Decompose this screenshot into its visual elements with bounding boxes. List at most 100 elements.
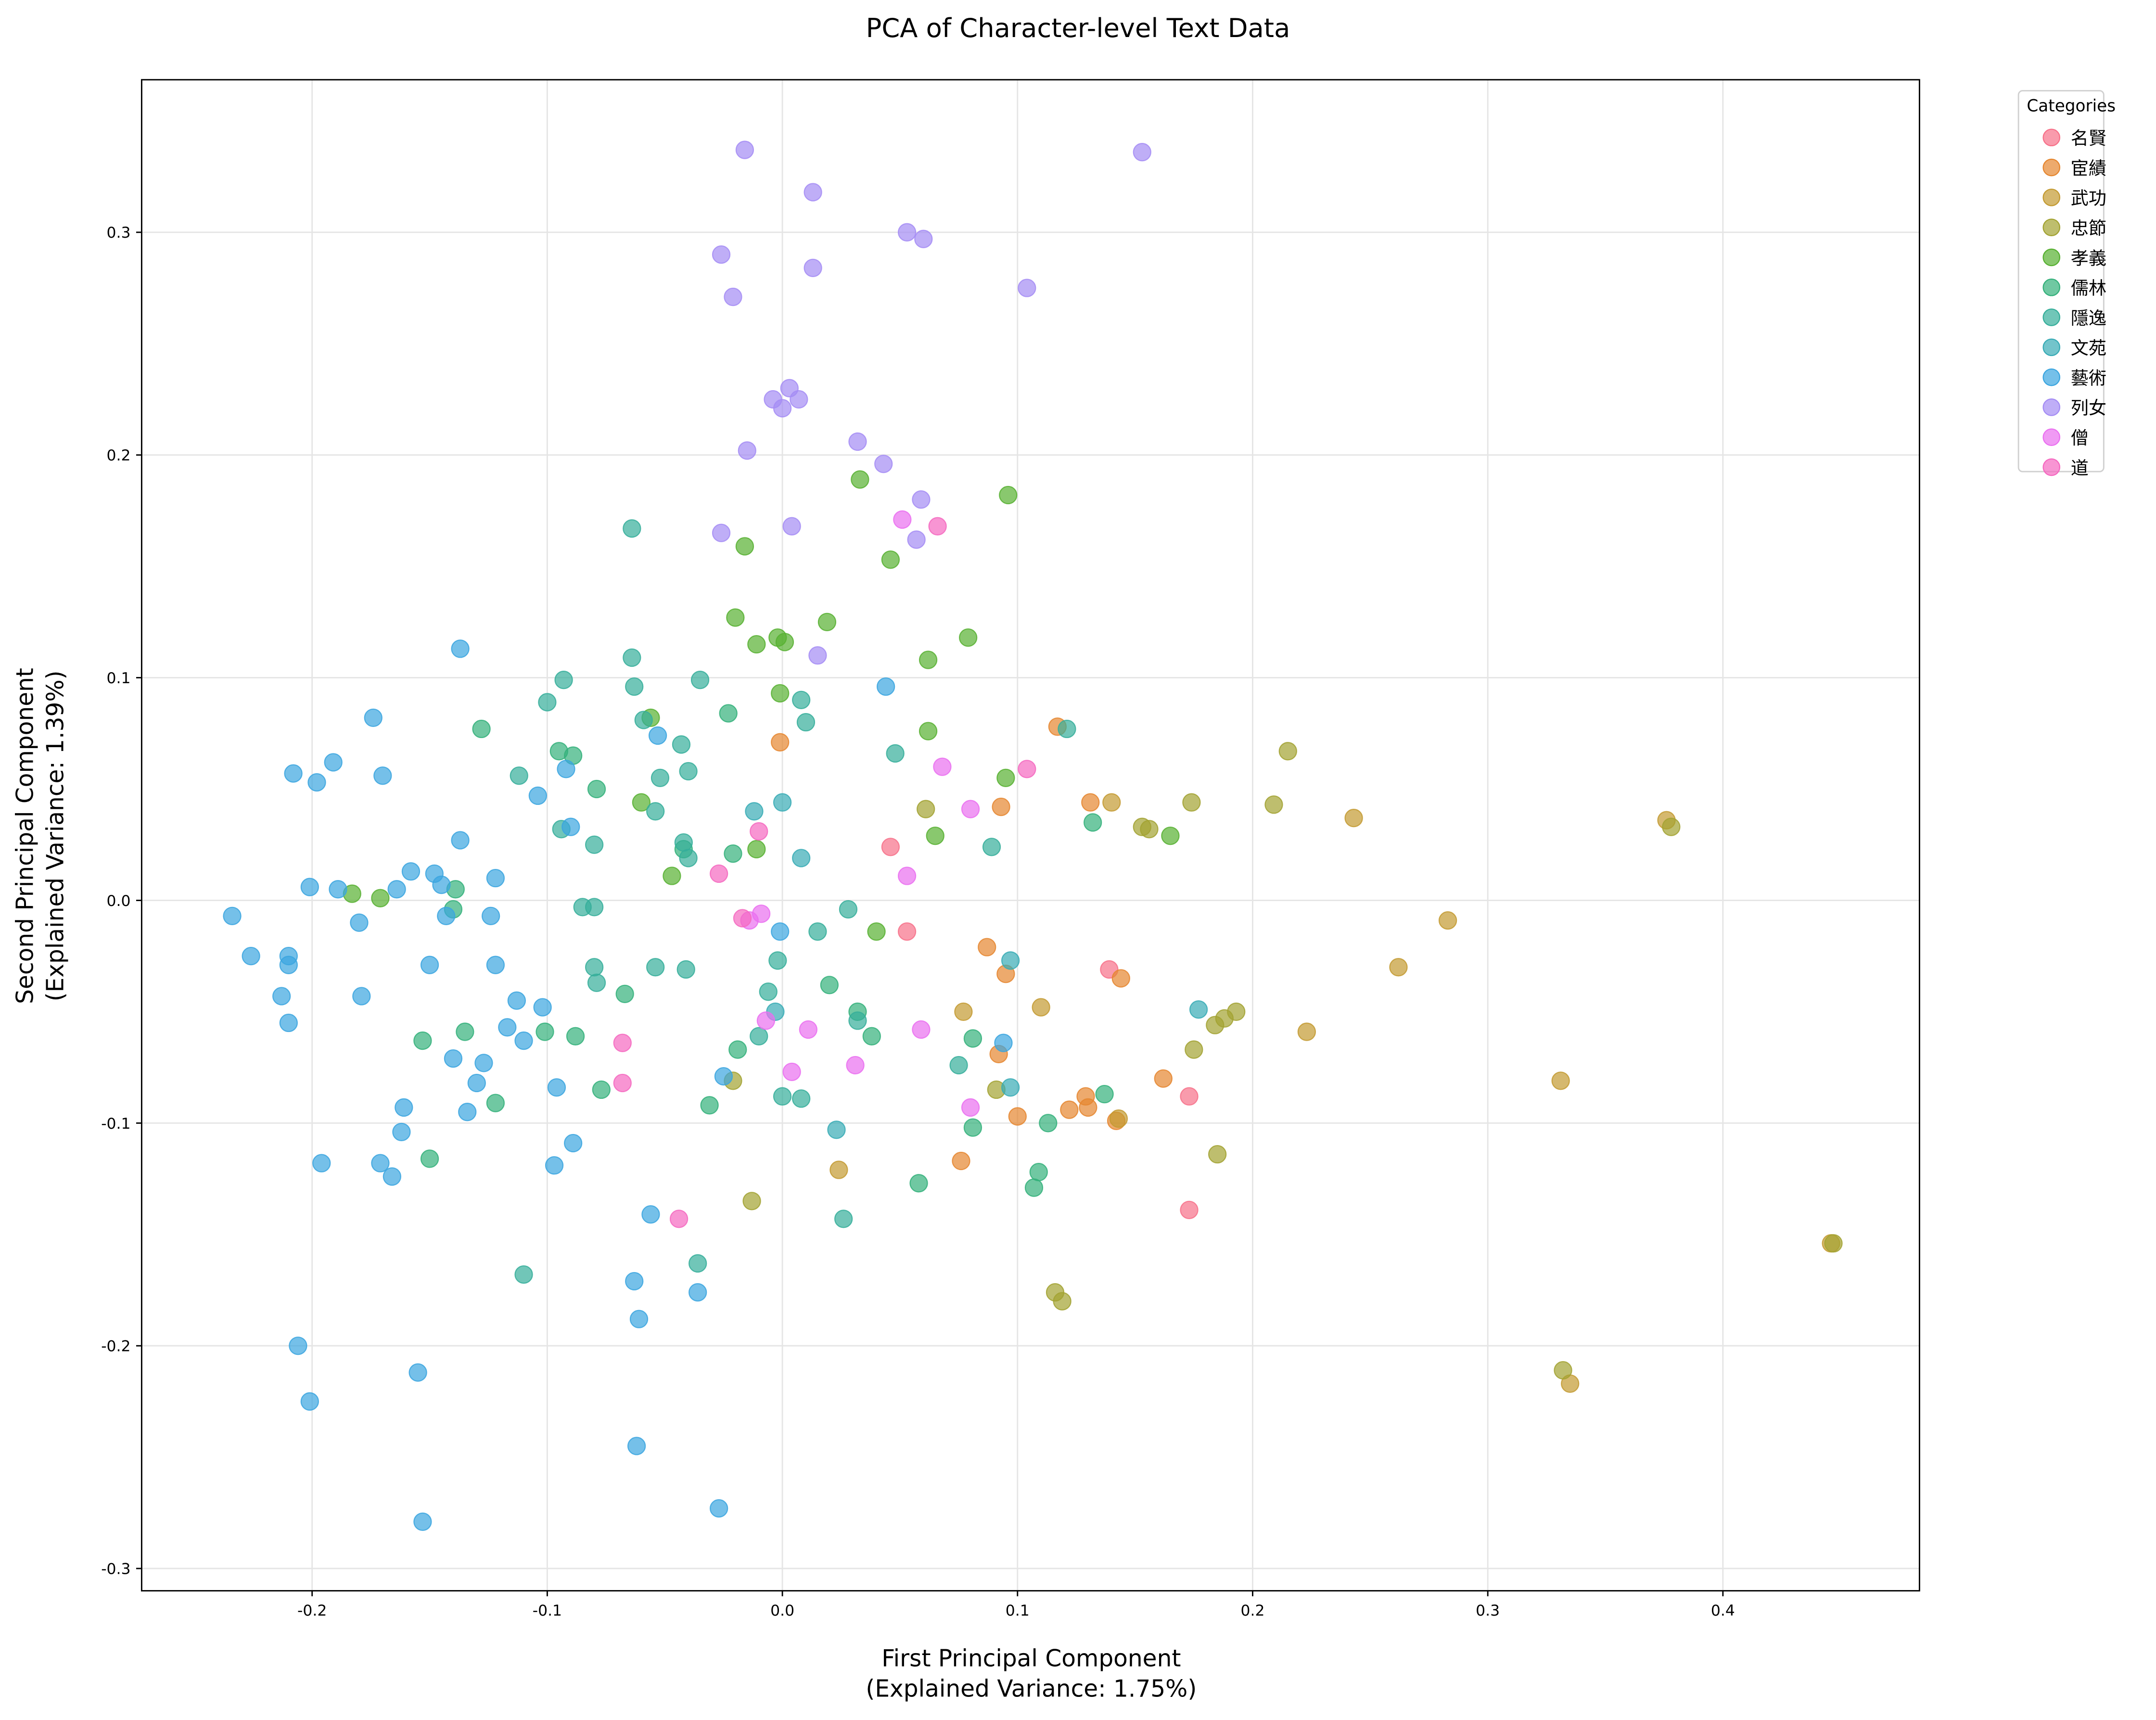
data-point	[528, 786, 547, 805]
data-point	[1161, 827, 1180, 845]
data-point	[1182, 793, 1201, 812]
data-point	[1109, 1109, 1128, 1128]
data-point	[919, 722, 938, 740]
data-point	[641, 1205, 660, 1224]
data-point	[481, 906, 500, 926]
data-point	[587, 973, 606, 992]
data-point	[592, 1080, 611, 1099]
data-point	[817, 612, 837, 632]
data-point	[395, 1098, 413, 1117]
data-point	[564, 1134, 583, 1153]
y-tick-label: 0.3	[107, 224, 131, 242]
data-point	[1008, 1107, 1027, 1126]
plot-frame	[140, 79, 1920, 1592]
data-point	[1264, 795, 1283, 814]
data-point	[561, 817, 580, 836]
data-point	[300, 878, 319, 896]
data-point	[373, 766, 392, 785]
data-point	[364, 708, 383, 727]
data-point	[634, 711, 653, 729]
data-point	[284, 764, 303, 783]
x-tick-label: 0.0	[770, 1602, 794, 1619]
data-point	[700, 1096, 719, 1115]
x-axis-label-line2: (Explained Variance: 1.75%)	[866, 1675, 1197, 1702]
data-point	[982, 838, 1001, 856]
data-point	[613, 1073, 632, 1093]
data-point	[547, 1078, 566, 1097]
data-point	[324, 753, 343, 772]
data-point	[933, 757, 952, 776]
legend-label: 藝術	[2071, 368, 2106, 388]
data-point	[651, 768, 670, 788]
data-point	[486, 1094, 505, 1112]
data-point	[272, 987, 291, 1006]
data-point	[371, 1154, 390, 1172]
data-point	[792, 690, 811, 710]
data-point	[963, 1029, 982, 1048]
data-point	[792, 1089, 811, 1108]
data-point	[538, 693, 557, 712]
data-point	[961, 800, 980, 818]
data-point	[1133, 143, 1151, 162]
data-point	[792, 849, 811, 867]
data-point	[752, 905, 771, 923]
data-point	[949, 1056, 968, 1075]
legend-marker	[2042, 428, 2061, 446]
grid	[141, 79, 1920, 1591]
data-point	[467, 1073, 486, 1093]
legend-marker	[2042, 158, 2061, 177]
data-point	[1140, 820, 1159, 839]
data-point	[1079, 1098, 1097, 1117]
legend-label: 道	[2071, 458, 2089, 478]
y-axis-label-line2: (Explained Variance: 1.39%)	[42, 671, 69, 1002]
data-point	[1180, 1087, 1199, 1106]
x-tick-label: 0.3	[1476, 1602, 1500, 1619]
data-point	[994, 1033, 1013, 1052]
data-point	[829, 1160, 848, 1179]
data-point	[456, 1022, 474, 1041]
data-point	[646, 958, 665, 977]
data-point	[432, 875, 451, 894]
data-point	[1297, 1022, 1316, 1041]
data-point	[848, 1011, 867, 1030]
points	[223, 140, 1843, 1531]
data-point	[300, 1392, 319, 1411]
data-point	[808, 646, 827, 665]
data-point	[775, 633, 794, 651]
legend-label: 名賢	[2071, 128, 2106, 149]
data-point	[834, 1210, 853, 1228]
data-point	[371, 889, 390, 907]
x-tick-label: -0.2	[297, 1602, 327, 1619]
data-point	[909, 1174, 928, 1193]
data-point	[623, 519, 641, 538]
data-point	[750, 1027, 768, 1045]
data-point	[771, 684, 790, 703]
data-point	[886, 744, 905, 763]
data-point	[963, 1118, 982, 1137]
data-point	[1102, 793, 1121, 812]
data-point	[510, 766, 528, 785]
data-point	[392, 1122, 411, 1141]
data-point	[790, 390, 808, 409]
x-tick-label: 0.2	[1240, 1602, 1264, 1619]
legend-label: 武功	[2071, 188, 2106, 209]
data-point	[1208, 1145, 1227, 1164]
data-point	[486, 869, 505, 888]
legend-label: 列女	[2071, 398, 2106, 419]
data-point	[773, 793, 792, 812]
data-point	[756, 1011, 776, 1030]
x-tick-label: 0.4	[1711, 1602, 1735, 1619]
data-point	[1018, 760, 1036, 778]
legend-box	[2017, 90, 2105, 472]
data-point	[1111, 969, 1130, 988]
legend-marker	[2042, 218, 2061, 236]
data-point	[514, 1265, 533, 1284]
legend-label: 宦績	[2071, 158, 2106, 178]
data-point	[862, 1027, 881, 1045]
data-point	[1389, 958, 1408, 977]
data-point	[912, 1020, 931, 1039]
data-point	[839, 900, 858, 919]
data-point	[585, 835, 604, 854]
data-point	[498, 1018, 517, 1037]
data-point	[742, 1192, 761, 1210]
